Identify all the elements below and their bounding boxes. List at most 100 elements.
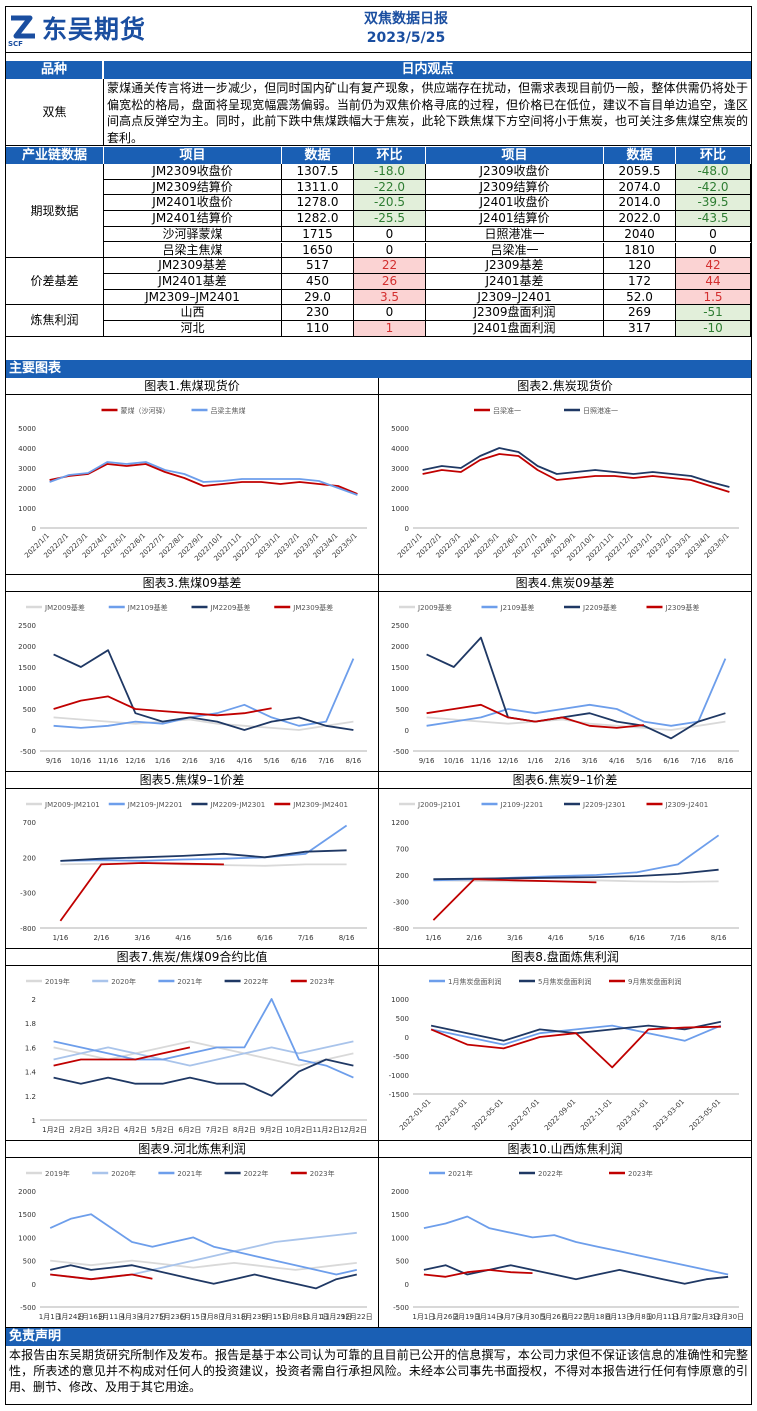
x-tick-label: 5/16 [589,934,605,942]
x-tick-label: 9月15日 [261,1313,288,1321]
y-tick-label: -500 [393,748,409,756]
table-cell: 1.5 [676,289,751,306]
table-header-cell: 数据 [604,147,676,164]
x-tick-label: 2/16 [182,757,198,765]
legend-label: 2020年 [111,977,136,986]
table-cell: 269 [604,305,676,321]
chart-title: 图表4.焦炭09基差 [379,575,751,592]
disclaimer-header: 免责声明 [6,1328,751,1346]
table-cell: 0 [354,305,426,321]
legend-label: 吕梁准一 [493,406,521,415]
legend-label: 2023年 [310,1169,335,1178]
table-cell: J2309盘面利润 [426,305,604,321]
legend-label: 吕梁主焦煤 [211,406,246,415]
charts-section-header: 主要图表 [6,360,751,378]
legend-label: J2109基差 [500,603,535,612]
table-cell: J2309结算价 [426,179,604,196]
legend-label: 2022年 [538,1169,563,1178]
legend-label: 9月焦炭盘面利润 [628,977,681,986]
legend-label: J2009基差 [417,603,452,612]
x-tick-label: 2月19日 [454,1313,481,1321]
x-tick-label: 8/16 [711,934,727,942]
y-tick-label: 500 [396,1015,409,1023]
group-label: 炼焦利润 [6,305,104,337]
series-line [53,649,354,731]
y-tick-label: 1 [32,1117,36,1125]
x-tick-label: 10月8日 [282,1313,309,1321]
chart-title: 图表1.焦煤现货价 [6,378,378,395]
legend-label: 2019年 [45,977,70,986]
report-page: 东吴期货 SCF 双焦数据日报 2023/5/25 品种 日内观点 双焦 蒙煤通… [5,6,752,1405]
table-cell: J2309基差 [426,258,604,274]
legend-label: JM2209-JM2301 [210,801,266,809]
x-tick-label: 10/16 [444,757,465,765]
x-tick-label: 12月3日 [693,1313,720,1321]
legend-label: J2109-J2201 [500,801,544,809]
y-tick-label: 1000 [391,685,409,693]
logo-mark-icon [11,15,35,39]
chart-panel: 图表3.焦煤09基差 JM2009基差 JM2109基差 JM2209基差 JM2309… [6,575,379,772]
series-line [49,1213,357,1276]
x-tick-label: 4/16 [548,934,564,942]
x-tick-label: 2/16 [466,934,482,942]
group-label: 期现数据 [6,164,104,259]
series-line [422,447,730,488]
y-tick-label: 5000 [18,425,36,433]
table-cell: JM2309结算价 [104,179,282,196]
table-cell: 42 [676,258,751,274]
series-line [60,824,348,862]
y-tick-label: 2000 [18,485,36,493]
y-tick-label: 2500 [18,622,36,630]
table-cell: 2014.0 [604,195,676,212]
y-tick-label: 1000 [391,1234,409,1242]
legend-label: JM2309-JM2401 [292,801,348,809]
y-tick-label: 1500 [391,664,409,672]
y-tick-label: 1.8 [25,1020,36,1028]
y-tick-label: 5000 [391,425,409,433]
legend-label: J2209-J2301 [582,801,626,809]
y-tick-label: 500 [396,1258,409,1266]
x-tick-label: 8月23日 [241,1313,268,1321]
x-tick-label: 4月7日 [499,1313,522,1321]
x-tick-label: 2月16日 [77,1313,104,1321]
chart-svg: J2009基差 J2109基差 J2209基差 J2309基差 2500 2000 1500… [391,603,739,765]
y-tick-label: -300 [20,890,36,898]
legend-label: JM2209基差 [210,603,251,612]
table-cell: JM2309收盘价 [104,164,282,180]
x-tick-label: 6/16 [257,934,273,942]
table-cell: 1810 [604,242,676,259]
chart-panel: 图表5.焦煤9–1价差 JM2009-JM2101 JM2109-JM2201 JM2… [6,772,379,949]
daily-view-text: 蒙煤通关传言将进一步减少，但同时国内矿山有复产现象，供应端存在扰动，但需求表现目… [104,79,751,146]
x-tick-label: 3/16 [134,934,150,942]
x-tick-label: 5/16 [264,757,280,765]
x-tick-label: 11月2日 [312,1126,339,1134]
legend-label: JM2109-JM2201 [127,801,183,809]
legend-label: JM2009基差 [44,603,85,612]
table-cell: 1650 [282,242,354,259]
legend-label: 2023年 [628,1169,653,1178]
chart-svg: J2009-J2101 J2109-J2201 J2209-J2301 J2309-J… [391,801,739,942]
table-header-cell: 环比 [676,147,751,164]
x-tick-label: 2/16 [555,757,571,765]
x-tick-label: 12月30日 [712,1313,744,1321]
x-tick-label: 3/16 [507,934,523,942]
y-tick-label: 0 [405,1281,409,1289]
chart-svg: 2019年 2020年 2021年 2022年 2023年 2000 1500 1000 500… [18,1169,373,1321]
series-line [432,878,597,921]
x-tick-label: 8月2日 [233,1126,256,1134]
series-line [433,879,719,883]
table-cell: -39.5 [676,195,751,212]
variety-label: 双焦 [6,79,104,146]
table-cell: -51 [676,305,751,321]
chart-svg: JM2009-JM2101 JM2109-JM2201 JM2209-JM2301 J… [20,801,367,942]
x-tick-label: 7/16 [670,934,686,942]
legend-label: 日照港准一 [583,406,618,415]
y-tick-label: 1200 [391,819,409,827]
series-line [53,716,354,731]
x-tick-label: 4/16 [609,757,625,765]
y-tick-label: 200 [23,854,36,862]
legend-label: 2019年 [45,1169,70,1178]
x-tick-label: 5月2日 [151,1126,174,1134]
y-tick-label: 500 [23,706,36,714]
group-label: 价差基差 [6,258,104,306]
